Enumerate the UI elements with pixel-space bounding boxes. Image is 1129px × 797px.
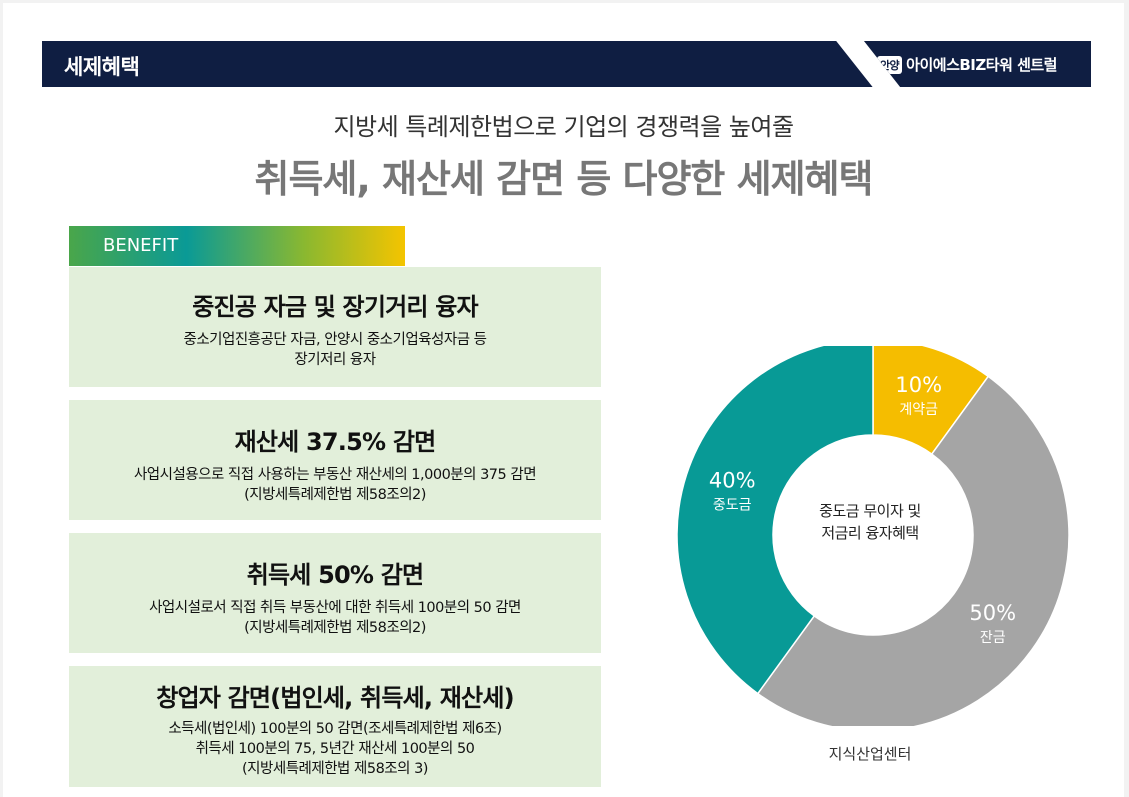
donut-slice-label: 중도금 [713, 497, 752, 513]
donut-slice-percent: 40% [709, 468, 756, 492]
donut-slice-1 [756, 375, 1070, 726]
page-title: 세제혜택 [64, 55, 140, 79]
donut-slice-label: 잔금 [980, 630, 1006, 646]
main-title: 취득세, 재산세 감면 등 다양한 세제혜택 [254, 157, 874, 201]
card-line: 사업시설용으로 직접 사용하는 부동산 재산세의 1,000분의 375 감면 [133, 467, 537, 483]
chart-center-text: 중도금 무이자 및 저금리 융자혜택 [760, 500, 980, 544]
chart-caption: 지식산업센터 [828, 745, 912, 763]
benefit-card-property-tax: 재산세 37.5% 감면 사업시설용으로 직접 사용하는 부동산 재산세의 1,… [69, 400, 601, 520]
header-brand-area: 안양 아이에스BIZ타워 센트럴 [836, 41, 1091, 87]
card-line: (지방세특례제한법 제58조의2) [244, 620, 426, 636]
brand-badge: 안양 [876, 55, 903, 74]
donut-slice-label: 계약금 [899, 402, 938, 418]
subtitle: 지방세 특례제한법으로 기업의 경쟁력을 높여줄 [333, 113, 794, 141]
benefit-card-loan: 중진공 자금 및 장기거리 융자 중소기업진흥공단 자금, 안양시 중소기업육성… [69, 267, 601, 387]
payment-donut-chart: 10% 계약금 50% 잔금 40% 중도금 [676, 346, 1070, 726]
card-line: (지방세특례제한법 제58조의 3) [242, 761, 428, 777]
benefit-card-startup: 창업자 감면(법인세, 취득세, 재산세) 소득세(법인세) 100분의 50 … [69, 666, 601, 787]
card-line: 장기저리 융자 [294, 352, 376, 368]
card-title: 중진공 자금 및 장기거리 융자 [192, 293, 478, 321]
donut-slice-percent: 10% [895, 373, 942, 397]
chart-center-line: 저금리 융자혜택 [821, 524, 919, 542]
card-title: 창업자 감면(법인세, 취득세, 재산세) [156, 684, 514, 712]
brand-logo: 안양 아이에스BIZ타워 센트럴 [876, 54, 1057, 75]
card-line: 사업시설로서 직접 취득 부동산에 대한 취득세 100분의 50 감면 [149, 600, 521, 616]
card-title: 재산세 37.5% 감면 [234, 428, 437, 456]
card-line: (지방세특례제한법 제58조의2) [244, 487, 426, 503]
brand-name: 아이에스BIZ타워 센트럴 [906, 56, 1057, 74]
card-title: 취득세 50% 감면 [246, 561, 424, 589]
card-line: 취득세 100분의 75, 5년간 재산세 100분의 50 [195, 741, 475, 757]
donut-slice-2 [676, 346, 874, 695]
chart-center-line: 중도금 무이자 및 [819, 502, 921, 520]
header-bar: 세제혜택 안양 아이에스BIZ타워 센트럴 [42, 41, 1091, 87]
donut-slice-percent: 50% [969, 601, 1016, 625]
card-line: 중소기업진흥공단 자금, 안양시 중소기업육성자금 등 [183, 332, 487, 348]
card-line: 소득세(법인세) 100분의 50 감면(조세특례제한법 제6조) [168, 721, 502, 737]
benefit-label: BENEFIT [103, 235, 179, 256]
benefit-card-acquisition-tax: 취득세 50% 감면 사업시설로서 직접 취득 부동산에 대한 취득세 100분… [69, 533, 601, 653]
benefit-tag: BENEFIT [69, 226, 405, 266]
page: 세제혜택 안양 아이에스BIZ타워 센트럴 지방세 특례제한법으로 기업의 경쟁… [3, 3, 1124, 797]
